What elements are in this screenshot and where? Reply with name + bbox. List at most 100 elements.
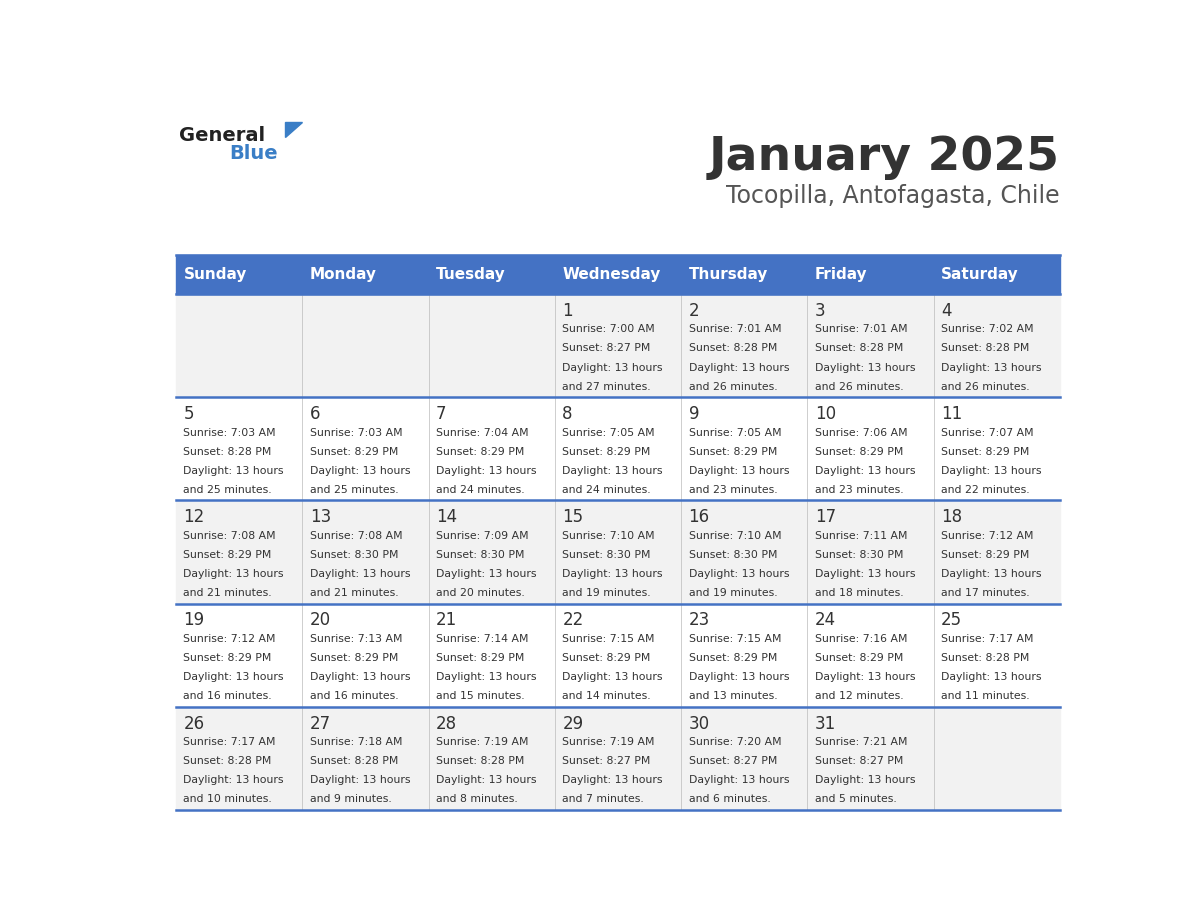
Text: Sunrise: 7:05 AM: Sunrise: 7:05 AM bbox=[562, 428, 655, 438]
Text: Sunset: 8:27 PM: Sunset: 8:27 PM bbox=[689, 756, 777, 767]
Bar bbox=[303, 603, 429, 707]
Text: Daylight: 13 hours: Daylight: 13 hours bbox=[941, 569, 1042, 579]
Text: Sunrise: 7:13 AM: Sunrise: 7:13 AM bbox=[310, 634, 403, 644]
Text: and 9 minutes.: and 9 minutes. bbox=[310, 794, 392, 804]
Text: Daylight: 13 hours: Daylight: 13 hours bbox=[689, 465, 789, 476]
Text: Daylight: 13 hours: Daylight: 13 hours bbox=[815, 363, 915, 373]
Bar bbox=[934, 603, 1060, 707]
Text: 24: 24 bbox=[815, 611, 836, 630]
Text: and 16 minutes.: and 16 minutes. bbox=[310, 691, 398, 701]
Bar bbox=[303, 500, 429, 603]
Bar bbox=[429, 294, 555, 397]
Text: Daylight: 13 hours: Daylight: 13 hours bbox=[436, 672, 537, 682]
Text: Sunset: 8:30 PM: Sunset: 8:30 PM bbox=[815, 550, 903, 560]
Text: Sunrise: 7:17 AM: Sunrise: 7:17 AM bbox=[941, 634, 1034, 644]
Text: 28: 28 bbox=[436, 714, 457, 733]
Text: 18: 18 bbox=[941, 509, 962, 526]
Text: Daylight: 13 hours: Daylight: 13 hours bbox=[815, 672, 915, 682]
Text: Daylight: 13 hours: Daylight: 13 hours bbox=[183, 672, 284, 682]
Text: Sunset: 8:29 PM: Sunset: 8:29 PM bbox=[183, 653, 272, 663]
Text: 12: 12 bbox=[183, 509, 204, 526]
Bar bbox=[808, 603, 934, 707]
Text: 13: 13 bbox=[310, 509, 331, 526]
Bar bbox=[429, 707, 555, 810]
Text: Sunrise: 7:15 AM: Sunrise: 7:15 AM bbox=[562, 634, 655, 644]
Text: Sunset: 8:29 PM: Sunset: 8:29 PM bbox=[310, 653, 398, 663]
Text: 31: 31 bbox=[815, 714, 836, 733]
Bar bbox=[176, 603, 303, 707]
Text: Sunrise: 7:01 AM: Sunrise: 7:01 AM bbox=[689, 324, 782, 334]
Text: and 19 minutes.: and 19 minutes. bbox=[562, 588, 651, 598]
Text: Sunrise: 7:16 AM: Sunrise: 7:16 AM bbox=[815, 634, 908, 644]
Text: Sunset: 8:28 PM: Sunset: 8:28 PM bbox=[941, 653, 1030, 663]
Text: Daylight: 13 hours: Daylight: 13 hours bbox=[689, 776, 789, 785]
Text: Daylight: 13 hours: Daylight: 13 hours bbox=[183, 465, 284, 476]
Text: 27: 27 bbox=[310, 714, 331, 733]
Bar bbox=[681, 707, 808, 810]
Bar bbox=[934, 397, 1060, 500]
Text: 8: 8 bbox=[562, 405, 573, 423]
Text: 11: 11 bbox=[941, 405, 962, 423]
Text: 3: 3 bbox=[815, 302, 826, 319]
Text: 23: 23 bbox=[689, 611, 709, 630]
Text: Sunset: 8:28 PM: Sunset: 8:28 PM bbox=[689, 343, 777, 353]
Bar bbox=[429, 255, 555, 294]
Text: Daylight: 13 hours: Daylight: 13 hours bbox=[815, 465, 915, 476]
Text: Sunrise: 7:19 AM: Sunrise: 7:19 AM bbox=[436, 737, 529, 747]
Polygon shape bbox=[285, 122, 302, 137]
Text: Sunrise: 7:08 AM: Sunrise: 7:08 AM bbox=[183, 531, 276, 541]
Text: Sunset: 8:27 PM: Sunset: 8:27 PM bbox=[562, 343, 651, 353]
Bar bbox=[429, 603, 555, 707]
Text: Sunset: 8:29 PM: Sunset: 8:29 PM bbox=[183, 550, 272, 560]
Text: Sunset: 8:29 PM: Sunset: 8:29 PM bbox=[941, 550, 1030, 560]
Text: 30: 30 bbox=[689, 714, 709, 733]
Text: 10: 10 bbox=[815, 405, 836, 423]
Bar bbox=[176, 397, 303, 500]
Text: Sunrise: 7:07 AM: Sunrise: 7:07 AM bbox=[941, 428, 1034, 438]
Text: and 26 minutes.: and 26 minutes. bbox=[689, 382, 777, 392]
Text: and 15 minutes.: and 15 minutes. bbox=[436, 691, 525, 701]
Text: Sunrise: 7:06 AM: Sunrise: 7:06 AM bbox=[815, 428, 908, 438]
Text: and 20 minutes.: and 20 minutes. bbox=[436, 588, 525, 598]
Text: Sunset: 8:29 PM: Sunset: 8:29 PM bbox=[436, 653, 524, 663]
Text: Daylight: 13 hours: Daylight: 13 hours bbox=[562, 672, 663, 682]
Bar bbox=[176, 707, 303, 810]
Text: and 24 minutes.: and 24 minutes. bbox=[562, 485, 651, 495]
Bar bbox=[555, 603, 681, 707]
Text: Sunrise: 7:20 AM: Sunrise: 7:20 AM bbox=[689, 737, 782, 747]
Text: Sunset: 8:29 PM: Sunset: 8:29 PM bbox=[689, 447, 777, 456]
Text: Sunrise: 7:04 AM: Sunrise: 7:04 AM bbox=[436, 428, 529, 438]
Bar bbox=[808, 294, 934, 397]
Text: Saturday: Saturday bbox=[941, 267, 1019, 282]
Text: General: General bbox=[179, 126, 265, 145]
Text: Sunrise: 7:21 AM: Sunrise: 7:21 AM bbox=[815, 737, 908, 747]
Text: Sunrise: 7:15 AM: Sunrise: 7:15 AM bbox=[689, 634, 781, 644]
Text: 6: 6 bbox=[310, 405, 321, 423]
Text: Daylight: 13 hours: Daylight: 13 hours bbox=[436, 776, 537, 785]
Text: Daylight: 13 hours: Daylight: 13 hours bbox=[183, 569, 284, 579]
Text: and 14 minutes.: and 14 minutes. bbox=[562, 691, 651, 701]
Text: Sunset: 8:29 PM: Sunset: 8:29 PM bbox=[562, 447, 651, 456]
Text: 14: 14 bbox=[436, 509, 457, 526]
Text: Sunset: 8:28 PM: Sunset: 8:28 PM bbox=[941, 343, 1030, 353]
Text: 1: 1 bbox=[562, 302, 573, 319]
Text: Daylight: 13 hours: Daylight: 13 hours bbox=[562, 569, 663, 579]
Text: 17: 17 bbox=[815, 509, 836, 526]
Bar bbox=[934, 707, 1060, 810]
Text: and 13 minutes.: and 13 minutes. bbox=[689, 691, 777, 701]
Text: Sunrise: 7:11 AM: Sunrise: 7:11 AM bbox=[815, 531, 908, 541]
Bar bbox=[808, 707, 934, 810]
Text: Sunset: 8:29 PM: Sunset: 8:29 PM bbox=[689, 653, 777, 663]
Text: 9: 9 bbox=[689, 405, 699, 423]
Text: and 18 minutes.: and 18 minutes. bbox=[815, 588, 903, 598]
Text: and 17 minutes.: and 17 minutes. bbox=[941, 588, 1030, 598]
Bar bbox=[555, 397, 681, 500]
Text: and 5 minutes.: and 5 minutes. bbox=[815, 794, 897, 804]
Text: Sunrise: 7:05 AM: Sunrise: 7:05 AM bbox=[689, 428, 782, 438]
Text: Sunset: 8:28 PM: Sunset: 8:28 PM bbox=[183, 447, 272, 456]
Text: Daylight: 13 hours: Daylight: 13 hours bbox=[310, 569, 410, 579]
Text: Sunset: 8:29 PM: Sunset: 8:29 PM bbox=[815, 653, 903, 663]
Text: Sunset: 8:30 PM: Sunset: 8:30 PM bbox=[310, 550, 398, 560]
Bar bbox=[429, 500, 555, 603]
Text: Sunset: 8:28 PM: Sunset: 8:28 PM bbox=[310, 756, 398, 767]
